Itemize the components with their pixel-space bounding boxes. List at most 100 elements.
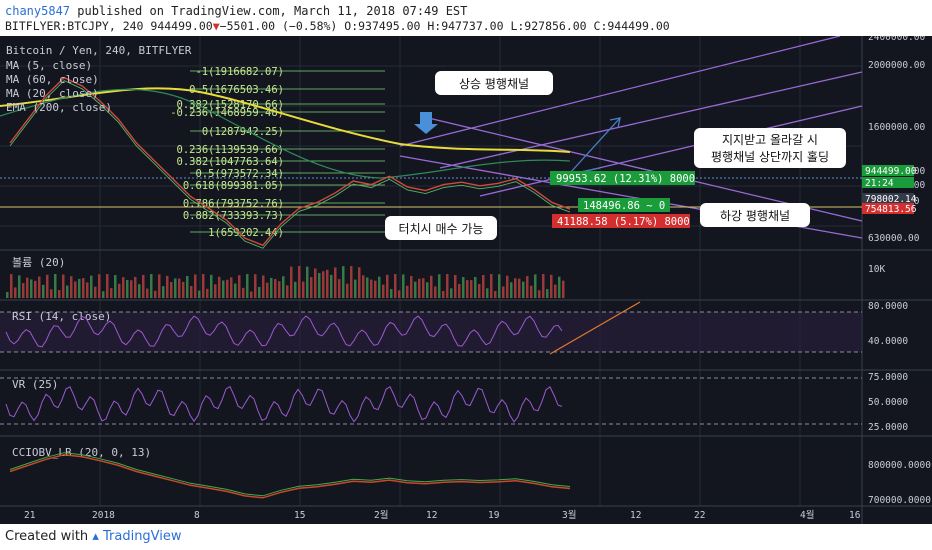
volume-bar xyxy=(518,278,521,298)
chart-area[interactable]: -1(1916682.07) 0.5(1676503.46) 0.382(15281… xyxy=(0,32,932,524)
publish-line: chany5847 published on TradingView.com, … xyxy=(5,4,467,18)
rsi-trendline[interactable] xyxy=(549,301,641,355)
volume-bar xyxy=(238,275,241,298)
volume-bar xyxy=(186,275,189,298)
volume-bar xyxy=(154,290,157,298)
volume-bar xyxy=(190,286,193,298)
price-series[interactable] xyxy=(9,76,571,247)
cciobv-signal-line xyxy=(9,452,571,497)
volume-bar xyxy=(18,275,21,298)
volume-bar xyxy=(442,291,445,298)
volume-bar xyxy=(342,266,345,298)
volume-bar xyxy=(418,278,421,298)
header-bar: chany5847 published on TradingView.com, … xyxy=(0,0,932,36)
volume-bar xyxy=(494,291,497,298)
published-text: published on TradingView.com, March 11, … xyxy=(70,4,468,18)
ma-60-line xyxy=(0,88,571,179)
chart-svg[interactable]: -1(1916682.07)0.5(1676503.46)0.382(15281… xyxy=(0,32,932,524)
volume-bar xyxy=(82,278,85,298)
change-text: −5501.00 (−0.58%) xyxy=(219,19,338,33)
volume-bar xyxy=(406,285,409,298)
volume-bar xyxy=(346,283,349,298)
volume-bar xyxy=(386,274,389,298)
volume-bar xyxy=(62,274,65,298)
fib-level-label: 0.5(973572.34) xyxy=(195,168,284,180)
volume-bar xyxy=(434,286,437,298)
fib-retracement[interactable] xyxy=(190,70,385,233)
ema-200-line xyxy=(0,87,571,153)
ohlc-text: O:937495.00 H:947737.00 L:927856.00 C:94… xyxy=(337,19,670,33)
volume-bar xyxy=(426,282,429,298)
volume-bar xyxy=(194,274,197,298)
callout-support[interactable]: 지지받고 올라갈 시 평행채널 상단까지 홀딩 xyxy=(694,128,846,168)
fib-labels: -1(1916682.07)0.5(1676503.46)0.382(15281… xyxy=(170,66,284,239)
volume-bar xyxy=(534,274,537,298)
fib-level-label: 0.618(899381.05) xyxy=(183,180,284,192)
price-tag-label: 944499.00 xyxy=(865,166,917,177)
legend-item: MA (60, close) xyxy=(6,73,99,86)
volume-bar xyxy=(298,266,301,298)
volume-bar xyxy=(430,275,433,298)
x-tick-label: 3월 xyxy=(562,509,576,521)
volume-bar xyxy=(86,282,89,298)
volume-bar xyxy=(502,286,505,298)
callout-down-channel[interactable]: 하강 평행채널 xyxy=(700,203,810,227)
volume-bar xyxy=(90,275,93,298)
volume-bar xyxy=(118,283,121,298)
x-tick-label: 22 xyxy=(694,510,705,521)
vr-label: VR (25) xyxy=(12,378,58,391)
rsi-label: RSI (14, close) xyxy=(12,310,111,323)
volume-bar xyxy=(70,276,73,298)
callout-down-text: 하강 평행채널 xyxy=(720,208,790,223)
volume-bar xyxy=(526,276,529,298)
y-tick-label: 2000000.00 xyxy=(868,60,925,71)
callout-up-channel[interactable]: 상승 평행채널 xyxy=(435,71,553,95)
measure-box-2[interactable]: 148496.86 ~ 0 xyxy=(578,198,670,212)
volume-bar xyxy=(138,284,141,298)
author-link[interactable]: chany5847 xyxy=(5,4,71,18)
volume-bar xyxy=(122,277,125,298)
fib-level-label: -0.236(1468959.48) xyxy=(170,107,284,119)
price-tag xyxy=(862,165,914,176)
measure-3-text: 41188.58 (5.17%) 8000 xyxy=(557,216,690,228)
chart-title: Bitcoin / Yen, 240, BITFLYER xyxy=(6,44,192,57)
footer-bar: Created with ▴ TradingView xyxy=(0,524,932,550)
measure-box-3[interactable]: 41188.58 (5.17%) 8000 xyxy=(552,214,690,228)
fib-level-label: 0.5(1676503.46) xyxy=(189,84,284,96)
ma-5-line xyxy=(9,80,571,249)
volume-bar xyxy=(42,284,45,298)
callout-support-line2: 평행채널 상단까지 홀딩 xyxy=(711,149,829,164)
volume-bar xyxy=(50,289,53,298)
vr-tick-75: 75.0000 xyxy=(868,372,908,383)
volume-bar xyxy=(198,290,201,298)
volume-bar xyxy=(214,284,217,298)
volume-bar xyxy=(94,286,97,298)
fib-level-label: 0.786(793752.76) xyxy=(183,198,284,210)
volume-bar xyxy=(414,281,417,298)
volume-bar xyxy=(174,278,177,298)
volume-bar xyxy=(490,274,493,298)
measure-box-1[interactable]: 99953.62 (12.31%) 8000 xyxy=(550,171,695,185)
cciobv-tick-700k: 700000.0000 xyxy=(868,495,931,506)
volume-bar xyxy=(394,274,397,298)
volume-bar xyxy=(110,288,113,298)
rsi-line xyxy=(5,315,563,348)
volume-bar xyxy=(254,274,257,298)
tradingview-link[interactable]: TradingView xyxy=(102,529,182,544)
x-tick-label: 2월 xyxy=(374,509,388,521)
volume-bar xyxy=(66,285,69,298)
volume-bar xyxy=(446,274,449,298)
volume-bar xyxy=(326,269,329,298)
volume-bar xyxy=(278,281,281,298)
volume-bar xyxy=(562,280,565,298)
volume-bar xyxy=(54,274,57,298)
volume-bar xyxy=(338,279,341,298)
y-tick-label: 1600000.00 xyxy=(868,122,925,133)
fib-level-label: 0(1287942.25) xyxy=(202,126,284,138)
callout-touch-buy[interactable]: 터치시 매수 가능 xyxy=(385,216,497,240)
rsi-tick-40: 40.0000 xyxy=(868,336,908,347)
volume-bar xyxy=(106,274,109,298)
time-axis[interactable]: 21 2018 8 15 2월 12 19 3월 12 22 4월 16 xyxy=(24,509,861,521)
vr-line xyxy=(5,385,563,423)
created-with-text: Created with xyxy=(5,529,89,544)
